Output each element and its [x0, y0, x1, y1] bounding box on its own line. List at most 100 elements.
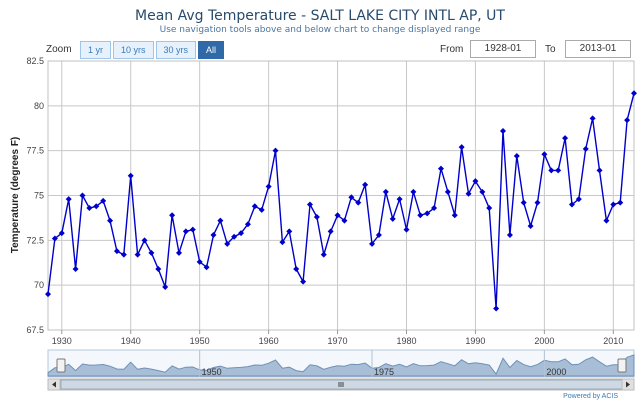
data-point [272, 147, 279, 154]
zoom-1yr-button[interactable]: 1 yr [80, 41, 112, 59]
data-point [45, 291, 51, 298]
x-tick-label: 1940 [121, 336, 141, 346]
range-to-input[interactable]: 2013-01 [565, 40, 631, 58]
zoom-all-button[interactable]: All [198, 41, 225, 59]
data-point [603, 217, 610, 224]
data-point [175, 249, 182, 256]
data-point [86, 205, 93, 212]
data-point [582, 145, 589, 152]
data-point [196, 258, 203, 265]
x-tick-label: 1980 [396, 336, 416, 346]
range-from-input[interactable]: 1928-01 [470, 40, 536, 58]
data-point [548, 167, 555, 174]
y-axis-label: Temperature (degrees F) [10, 137, 21, 254]
data-point [93, 203, 100, 210]
data-point [51, 235, 58, 242]
data-point [362, 181, 369, 188]
data-point [327, 228, 334, 235]
data-point [369, 240, 376, 247]
data-point [100, 197, 107, 204]
data-point [224, 240, 231, 247]
y-tick-label: 80 [34, 101, 44, 111]
data-point [382, 188, 389, 195]
data-point [231, 233, 238, 240]
data-point [155, 266, 162, 273]
data-point [375, 231, 382, 238]
data-point [568, 201, 575, 208]
data-point [617, 199, 624, 206]
data-point [169, 212, 176, 219]
data-point [320, 251, 327, 258]
data-point [631, 90, 637, 97]
data-point [334, 212, 341, 219]
data-point [189, 226, 196, 233]
data-point [120, 251, 127, 258]
data-point [403, 226, 410, 233]
data-point [465, 190, 472, 197]
zoom-10yrs-button[interactable]: 10 yrs [113, 41, 154, 59]
x-tick-label: 1960 [259, 336, 279, 346]
y-tick-label: 82.5 [26, 56, 44, 66]
navigator-left-handle[interactable] [56, 358, 66, 373]
data-point [258, 206, 265, 213]
data-point [493, 305, 500, 312]
data-point [210, 231, 217, 238]
data-point [500, 127, 507, 134]
data-point [513, 153, 520, 160]
y-tick-label: 70 [34, 280, 44, 290]
data-point [134, 251, 141, 258]
data-point [265, 183, 272, 190]
y-axis: 67.5 70 72.5 75 77.5 80 82.5 [26, 56, 44, 335]
arrow-left-icon [52, 381, 56, 388]
navigator-right-handle[interactable] [617, 358, 627, 373]
zoom-label: Zoom [46, 44, 72, 55]
navigator-tick-label: 1950 [202, 367, 222, 377]
zoom-30yrs-button[interactable]: 30 yrs [155, 41, 197, 59]
data-point [293, 266, 300, 273]
zoom-button-group: 1 yr 10 yrs 30 yrs All [80, 41, 225, 59]
data-point [589, 115, 596, 122]
chart-title: Mean Avg Temperature - SALT LAKE CITY IN… [135, 8, 505, 24]
data-point [341, 217, 348, 224]
data-point [458, 144, 465, 151]
x-tick-label: 1950 [190, 336, 210, 346]
data-point [65, 196, 72, 203]
data-point [355, 199, 362, 206]
navigator-axis: 1950 1975 2000 [199, 350, 566, 377]
powered-by-link[interactable]: Powered by ACIS [563, 393, 618, 400]
data-point [148, 249, 155, 256]
data-point [396, 196, 403, 203]
y-tick-label: 72.5 [26, 235, 44, 245]
data-point [72, 266, 79, 273]
data-point [286, 228, 293, 235]
data-point [417, 212, 424, 219]
data-point [244, 221, 251, 228]
data-point [444, 188, 451, 195]
data-point [203, 264, 210, 271]
data-point [251, 203, 258, 210]
data-point [279, 239, 286, 246]
data-point [107, 217, 114, 224]
data-point [300, 278, 307, 285]
x-tick-label: 1930 [52, 336, 72, 346]
x-tick-label: 2010 [603, 336, 623, 346]
navigator-tick-label: 1975 [374, 367, 394, 377]
data-point [520, 199, 527, 206]
data-point [562, 135, 569, 142]
arrow-right-icon [626, 381, 630, 388]
data-point [113, 248, 120, 255]
data-point [431, 205, 438, 212]
data-point [472, 178, 479, 185]
series-line [47, 93, 635, 309]
data-point [127, 172, 134, 179]
data-point [58, 230, 65, 237]
data-point [610, 201, 617, 208]
data-point [79, 192, 86, 199]
y-tick-label: 75 [34, 191, 44, 201]
data-point [486, 205, 493, 212]
data-point [424, 210, 431, 217]
series-points [45, 90, 637, 312]
x-tick-label: 2000 [534, 336, 554, 346]
chart-subtitle: Use navigation tools above and below cha… [159, 25, 481, 35]
